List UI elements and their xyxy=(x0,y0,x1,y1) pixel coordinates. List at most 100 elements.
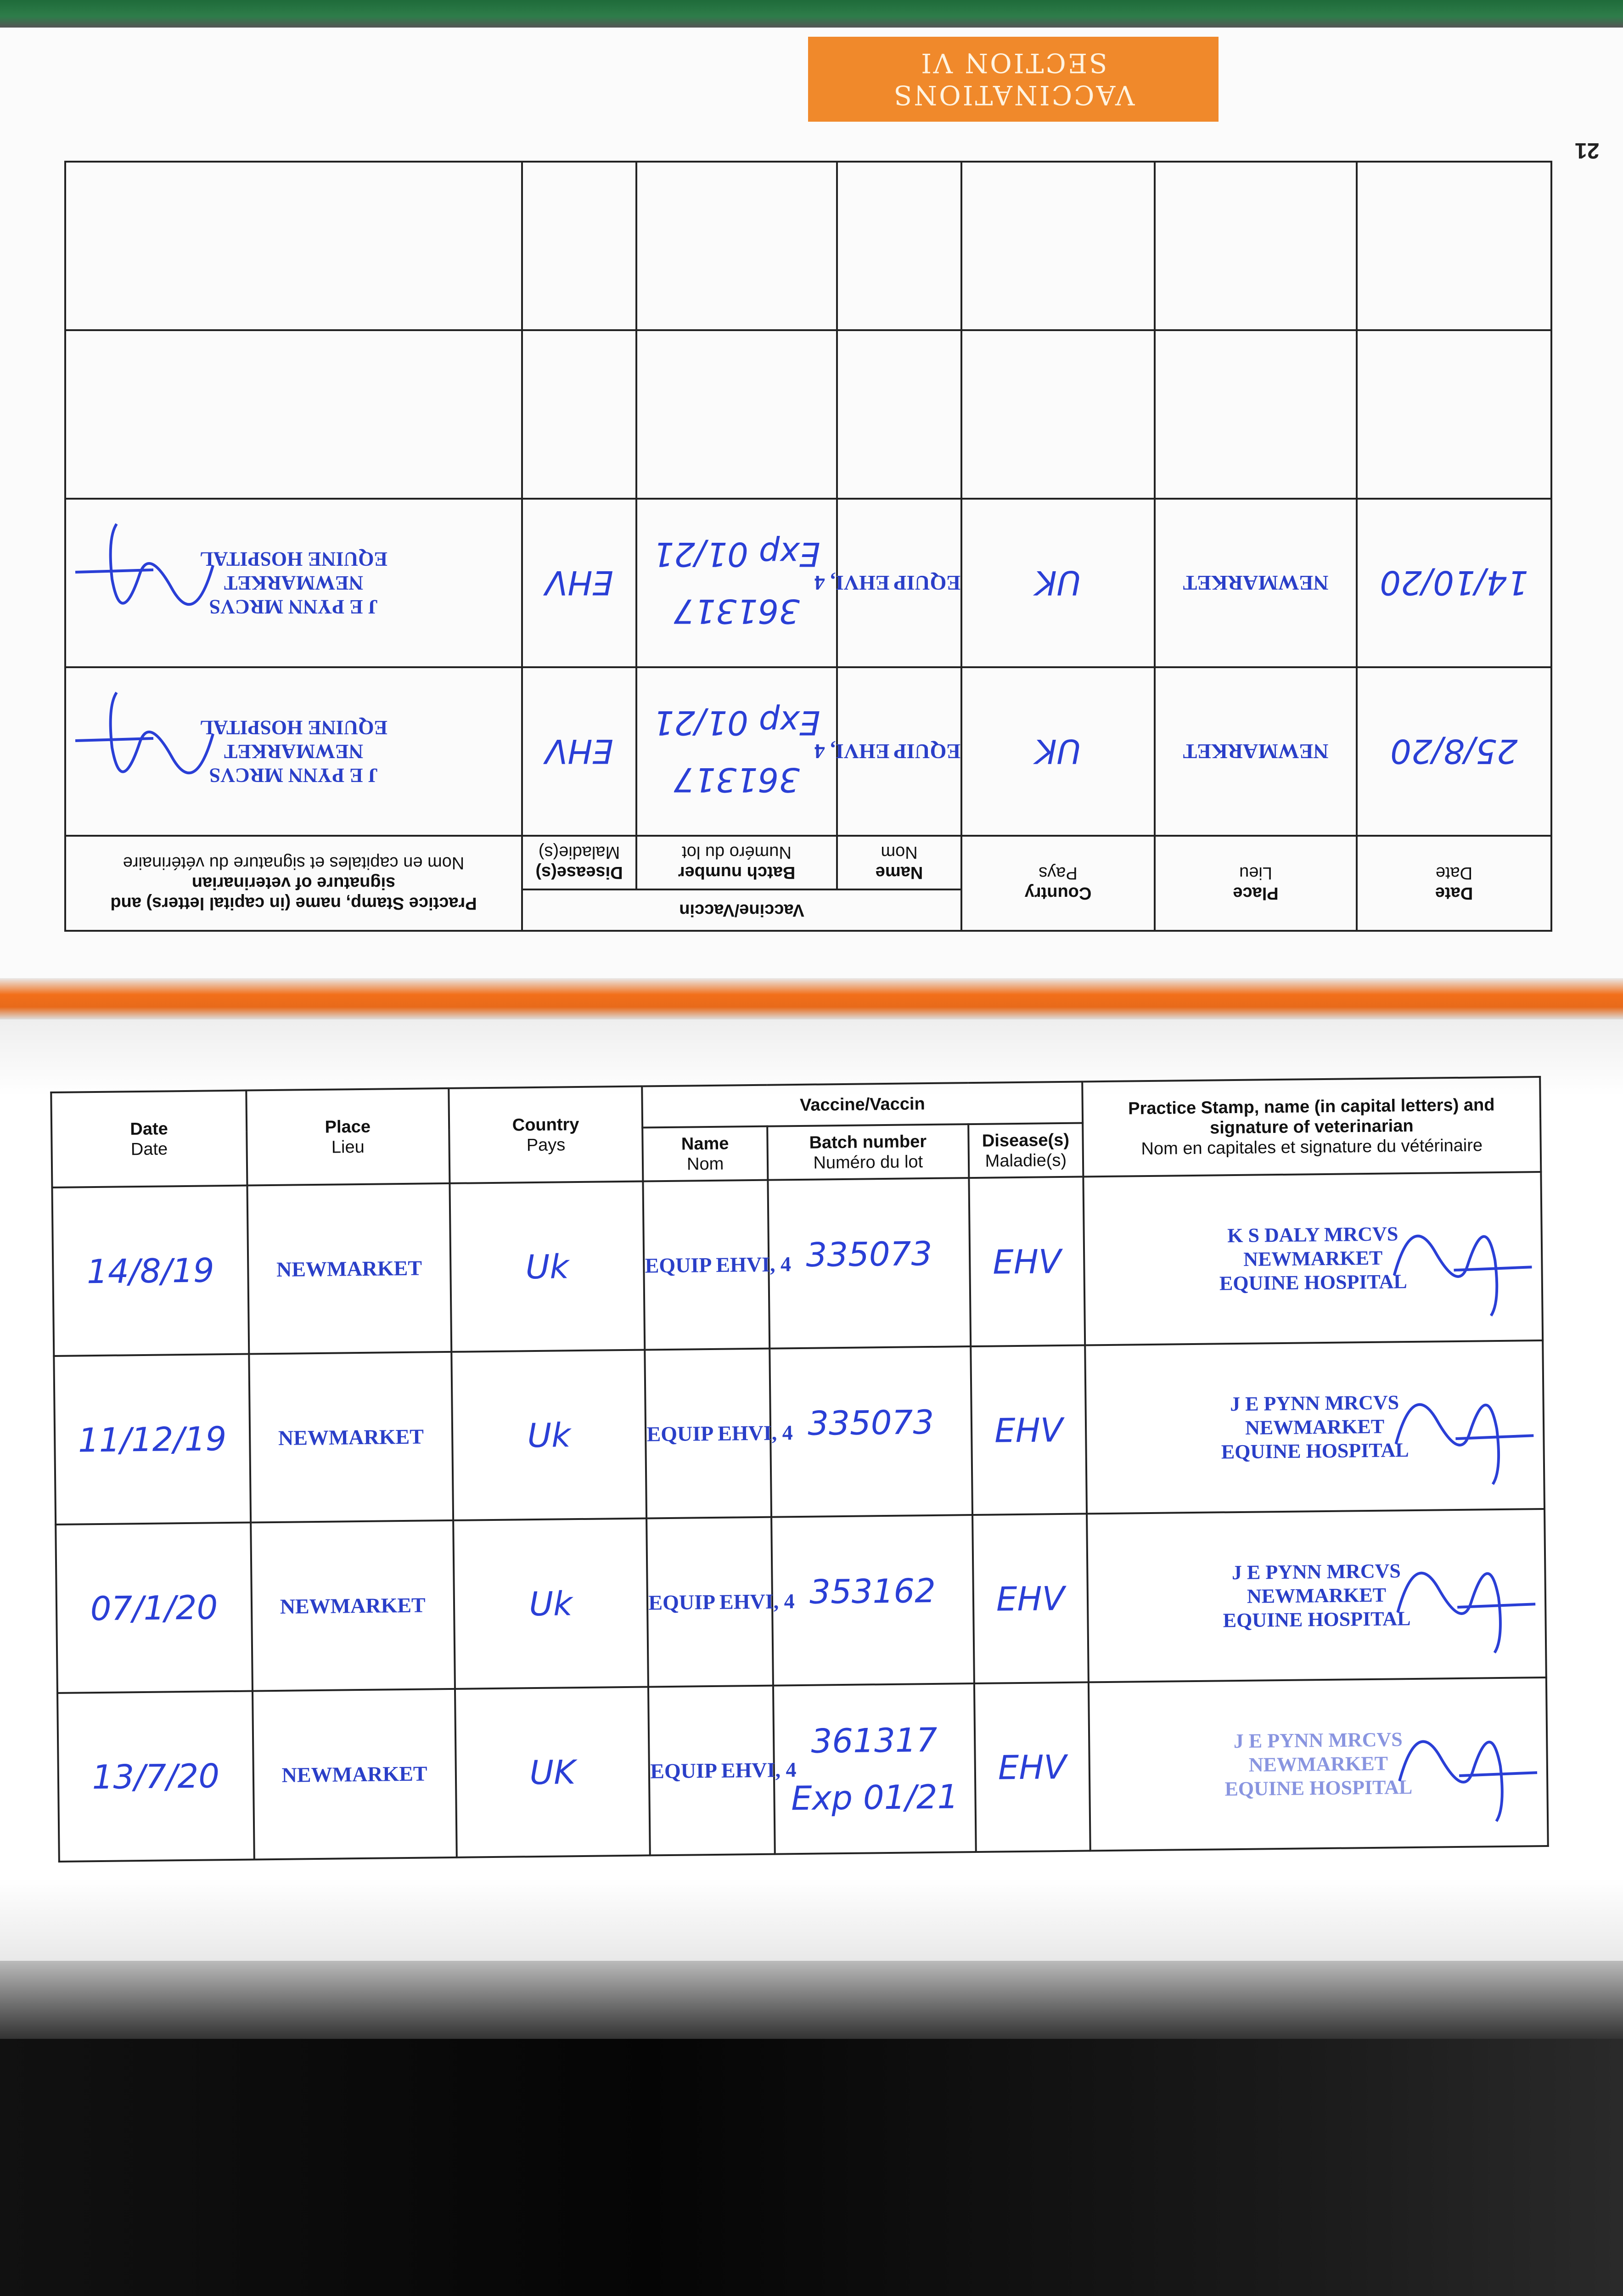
batch-number: 361317 xyxy=(674,760,800,799)
country: UK xyxy=(1035,563,1081,602)
place-cell: NEWMARKET xyxy=(1155,499,1357,667)
disease: EHV xyxy=(992,1242,1061,1282)
country: Uk xyxy=(528,1584,573,1623)
stamp-cell: J E PYNN MRCVS NEWMARKET EQUINE HOSPITAL xyxy=(65,499,522,667)
batch-cell: 361317 Exp 01/21 xyxy=(773,1683,976,1854)
date-cell: 14/10/20 xyxy=(1357,499,1552,667)
disease: EHV xyxy=(998,1747,1067,1787)
vaccination-table-lower: Date Date Place Lieu Country Pays Vaccine/V… xyxy=(50,1076,1549,1863)
country-cell: Uk xyxy=(449,1181,645,1352)
batch-cell: 361317 Exp 01/21 xyxy=(636,499,837,667)
batch-number: 361317 xyxy=(674,592,800,631)
batch-number: 361317 xyxy=(811,1720,938,1761)
name-cell xyxy=(837,162,962,330)
country-cell xyxy=(961,162,1155,330)
header-disease: Disease(s) Maladie(s) xyxy=(968,1123,1084,1178)
disease: EHV xyxy=(994,1410,1063,1450)
country: Uk xyxy=(527,1415,571,1455)
vaccine-name: EQUIP EHVI, 4 xyxy=(814,740,961,763)
batch-cell xyxy=(636,330,837,499)
signature xyxy=(1396,1571,1536,1654)
vaccine-name: EQUIP EHVI, 4 xyxy=(814,571,961,595)
country-cell: UK xyxy=(961,499,1155,667)
header-date: Date Date xyxy=(1357,836,1552,931)
disease: EHV xyxy=(545,563,613,602)
section-banner: VACCINATIONS SECTION VI xyxy=(808,37,1219,122)
header-stamp: Practice Stamp, name (in capital letters… xyxy=(1082,1077,1541,1177)
signature xyxy=(75,692,214,775)
upper-page xyxy=(0,28,1623,983)
batch-number: 335073 xyxy=(807,1402,934,1443)
disease: EHV xyxy=(545,732,613,771)
place-cell: NEWMARKET xyxy=(249,1351,453,1523)
header-vaccine: Vaccine/Vaccin xyxy=(642,1081,1083,1128)
table-row: 07/1/20 NEWMARKET Uk EQUIP EHVI, 4 35316… xyxy=(56,1509,1546,1693)
country-cell: Uk xyxy=(453,1518,649,1689)
stamp-cell xyxy=(65,330,522,499)
header-place: Place Lieu xyxy=(246,1088,450,1186)
header-batch: Batch number Numéro du lot xyxy=(767,1124,969,1180)
stamp-cell: J E PYNN MRCVS NEWMARKET EQUINE HOSPITAL xyxy=(1087,1509,1546,1683)
vaccine-name: EQUIP EHVI, 4 xyxy=(650,1758,797,1783)
expiry xyxy=(772,1459,971,1462)
page-gutter xyxy=(0,978,1623,1019)
header-row: Date Date Place Lieu Country Pays Vaccine/V… xyxy=(65,836,1552,931)
place-cell: NEWMARKET xyxy=(1155,667,1357,836)
name-cell: EQUIP EHVI, 4 xyxy=(643,1180,791,1350)
signature xyxy=(1393,1234,1532,1317)
date: 11/12/19 xyxy=(78,1419,227,1459)
disease-cell: EHV xyxy=(972,1514,1089,1684)
country: UK xyxy=(1035,732,1081,771)
country-cell: UK xyxy=(961,667,1155,836)
country-cell xyxy=(961,330,1155,499)
book-spine xyxy=(0,1961,1623,2039)
name-cell: EQUIP EHVI, 4 xyxy=(648,1685,797,1856)
country-cell: UK xyxy=(455,1687,651,1857)
stamp-cell: K S DALY MRCVS NEWMARKET EQUINE HOSPITAL xyxy=(1083,1172,1543,1345)
place: NEWMARKET xyxy=(278,1424,424,1450)
table-row: 14/8/19 NEWMARKET Uk EQUIP EHVI, 4 33507… xyxy=(52,1172,1543,1356)
header-stamp: Practice Stamp, name (in capital letters… xyxy=(65,836,522,931)
expiry: Exp 01/21 xyxy=(791,1777,959,1818)
date-cell: 25/8/20 xyxy=(1357,667,1552,836)
name-cell: EQUIP EHVI, 4 xyxy=(814,667,962,836)
signature xyxy=(75,523,214,606)
header-country: Country Pays xyxy=(448,1086,643,1183)
date-cell: 07/1/20 xyxy=(56,1522,253,1693)
date: 13/7/20 xyxy=(92,1756,220,1796)
date-cell: 11/12/19 xyxy=(54,1354,251,1525)
header-name: Name Nom xyxy=(642,1126,768,1182)
header-date: Date Date xyxy=(51,1090,247,1188)
signature xyxy=(1398,1740,1538,1822)
table-row: 14/10/20 NEWMARKET UK EQUIP EHVI, 4 3613… xyxy=(65,499,1552,667)
expiry xyxy=(774,1628,973,1630)
section-title: VACCINATIONS xyxy=(892,79,1135,111)
stamp-cell: J E PYNN MRCVS NEWMARKET EQUINE HOSPITAL xyxy=(1085,1340,1544,1514)
table-row xyxy=(65,330,1552,499)
place-cell: NEWMARKET xyxy=(250,1520,455,1691)
name-cell: EQUIP EHVI, 4 xyxy=(645,1348,793,1519)
name-cell: EQUIP EHVI, 4 xyxy=(646,1517,795,1687)
disease-cell xyxy=(522,330,637,499)
place: NEWMARKET xyxy=(1183,740,1329,763)
expiry: Exp 01/21 xyxy=(653,535,820,574)
batch-cell: 353162 xyxy=(771,1515,974,1686)
table-row: 25/8/20 NEWMARKET UK EQUIP EHVI, 4 36131… xyxy=(65,667,1552,836)
table-row: 13/7/20 NEWMARKET UK EQUIP EHVI, 4 36131… xyxy=(57,1677,1548,1862)
place-cell: NEWMARKET xyxy=(247,1183,451,1354)
header-vaccine: Vaccine/Vaccin xyxy=(522,889,962,931)
date: 07/1/20 xyxy=(90,1587,218,1628)
country: UK xyxy=(529,1752,576,1792)
disease-cell: EHV xyxy=(969,1176,1085,1347)
batch-cell: 335073 xyxy=(768,1178,971,1349)
header-disease: Disease(s) Maladie(s) xyxy=(522,836,637,889)
batch-cell: 361317 Exp 01/21 xyxy=(636,667,837,836)
disease-cell: EHV xyxy=(522,499,637,667)
date-cell: 13/7/20 xyxy=(57,1691,254,1862)
page-number: 21 xyxy=(1575,138,1600,163)
batch-cell xyxy=(636,162,837,330)
place: NEWMARKET xyxy=(1183,571,1329,595)
expiry: Exp 01/21 xyxy=(653,703,820,743)
section-subtitle: SECTION VI xyxy=(919,47,1107,79)
disease-cell xyxy=(522,162,637,330)
